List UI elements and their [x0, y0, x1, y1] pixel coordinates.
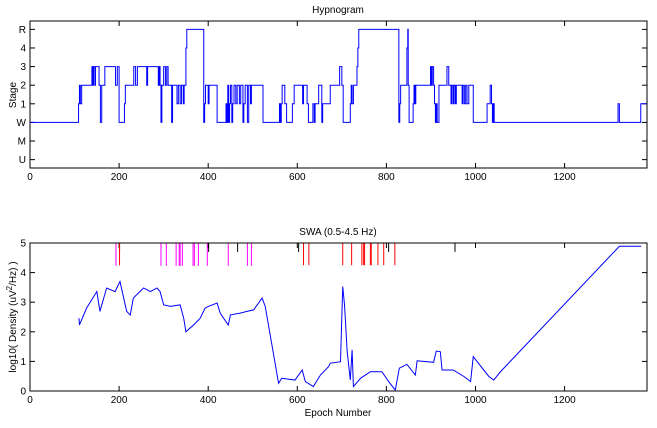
hypnogram-ticks: 0 200 400 600 800 1000 1200 R 4 3 2 1 WMU: [17, 21, 647, 183]
hypnogram-ytick-label: U: [19, 155, 26, 166]
swa-series-line: [78, 245, 642, 392]
hypnogram-ytick-label: 3: [20, 62, 26, 73]
swa-ytick-label: 3: [20, 298, 26, 309]
hypnogram-xtick-label: 0: [27, 172, 33, 183]
hypnogram-xtick-label: 1000: [464, 172, 487, 183]
swa-axes-box: [29, 242, 648, 392]
swa-ylabel: log10( Density (uV2/Hz) ): [5, 261, 19, 372]
swa-ylabel-prefix: log10( Density (uV: [8, 290, 19, 373]
swa-xtick-label: 0: [27, 395, 33, 406]
hypnogram-ytick-label: 1: [20, 99, 26, 110]
hypnogram-ytick-label: 4: [20, 43, 26, 54]
swa-xlabel: Epoch Number: [305, 408, 372, 419]
swa-xtick-label: 1200: [553, 395, 576, 406]
swa-ytick-label: 4: [20, 268, 26, 279]
swa-axes: SWA (0.5-4.5 Hz) log10( Density (uV2/Hz)…: [5, 227, 648, 419]
event-markers: [115, 243, 456, 266]
hypnogram-ytick-label: W: [17, 118, 27, 129]
hypnogram-xtick-label: 800: [378, 172, 395, 183]
hypnogram-ytick-label: M: [18, 137, 26, 148]
swa-ytick-label: 5: [20, 239, 26, 250]
hypnogram-xtick-label: 400: [200, 172, 217, 183]
swa-ytick-label: 1: [20, 357, 26, 368]
hypnogram-ytick-label: 2: [20, 81, 26, 92]
hypnogram-ytick-label: R: [19, 25, 26, 36]
swa-xtick-label: 1000: [464, 395, 487, 406]
swa-ytick-label: 2: [20, 327, 26, 338]
hypnogram-axes-box: [29, 20, 648, 169]
hypnogram-series-line: [30, 28, 647, 123]
hypnogram-title: Hypnogram: [312, 5, 364, 16]
swa-ylabel-suffix: /Hz) ): [8, 261, 19, 285]
swa-xtick-label: 200: [111, 395, 128, 406]
swa-xtick-label: 800: [378, 395, 395, 406]
swa-xtick-label: 400: [200, 395, 217, 406]
hypnogram-axes: Hypnogram Stage 0 200 400 600 800 1000 1200 R 4 3…: [8, 5, 648, 183]
swa-ticks: 0 200 400 600 800 1000 1200 0 1 2 3 4 5: [20, 239, 647, 406]
swa-ylabel-superscript: 2: [5, 285, 14, 290]
swa-title: SWA (0.5-4.5 Hz): [299, 227, 376, 238]
hypnogram-ylabel: Stage: [8, 81, 19, 108]
hypnogram-xtick-label: 1200: [553, 172, 576, 183]
swa-xtick-label: 600: [289, 395, 306, 406]
swa-ytick-label: 0: [20, 387, 26, 398]
hypnogram-xtick-label: 600: [289, 172, 306, 183]
hypnogram-xtick-label: 200: [111, 172, 128, 183]
